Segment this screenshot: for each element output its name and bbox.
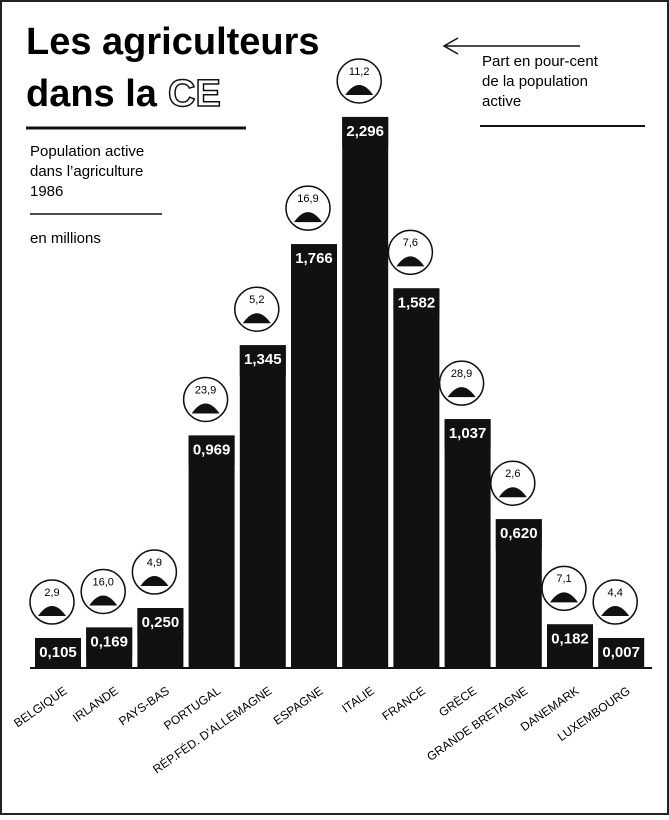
share-label: 7,1: [556, 573, 571, 585]
bar: [342, 117, 388, 668]
value-label: 0,620: [500, 525, 538, 542]
share-label: 5,2: [249, 294, 264, 306]
value-label: 1,582: [398, 294, 436, 311]
share-label: 23,9: [195, 384, 216, 396]
share-label: 28,9: [451, 368, 472, 380]
share-label: 2,9: [44, 587, 59, 599]
chart: Les agriculteurs dans la CE Population a…: [0, 0, 669, 815]
unit: en millions: [30, 230, 101, 247]
value-label: 0,250: [142, 614, 180, 631]
share-label: 16,9: [297, 193, 318, 205]
share-label: 2,6: [505, 468, 520, 480]
share-note-line: active: [482, 93, 521, 110]
title-emphasis: CE: [168, 73, 221, 115]
share-note-line: Part en pour-cent: [482, 53, 599, 70]
bar: [240, 345, 286, 668]
value-label: 2,296: [346, 123, 384, 140]
value-label: 1,037: [449, 425, 487, 442]
bar: [291, 244, 337, 668]
value-label: 0,169: [90, 633, 128, 650]
subtitle-line: Population active: [30, 143, 144, 160]
bar: [189, 435, 235, 668]
value-label: 0,182: [551, 630, 589, 647]
subtitle-line: dans l’agriculture: [30, 163, 143, 180]
title-line: Les agriculteurs: [26, 21, 320, 63]
value-label: 0,969: [193, 441, 231, 458]
title-line: dans la: [26, 73, 158, 115]
share-label: 4,9: [147, 557, 162, 569]
value-label: 0,007: [602, 644, 640, 661]
share-label: 7,6: [403, 237, 418, 249]
subtitle-line: 1986: [30, 183, 63, 200]
value-label: 0,105: [39, 644, 77, 661]
value-label: 1,766: [295, 250, 333, 267]
bar: [445, 419, 491, 668]
share-label: 4,4: [608, 587, 623, 599]
value-label: 1,345: [244, 351, 282, 368]
share-label: 16,0: [92, 576, 113, 588]
bar: [393, 288, 439, 668]
share-label: 11,2: [349, 66, 370, 78]
share-note-line: de la population: [482, 73, 588, 90]
